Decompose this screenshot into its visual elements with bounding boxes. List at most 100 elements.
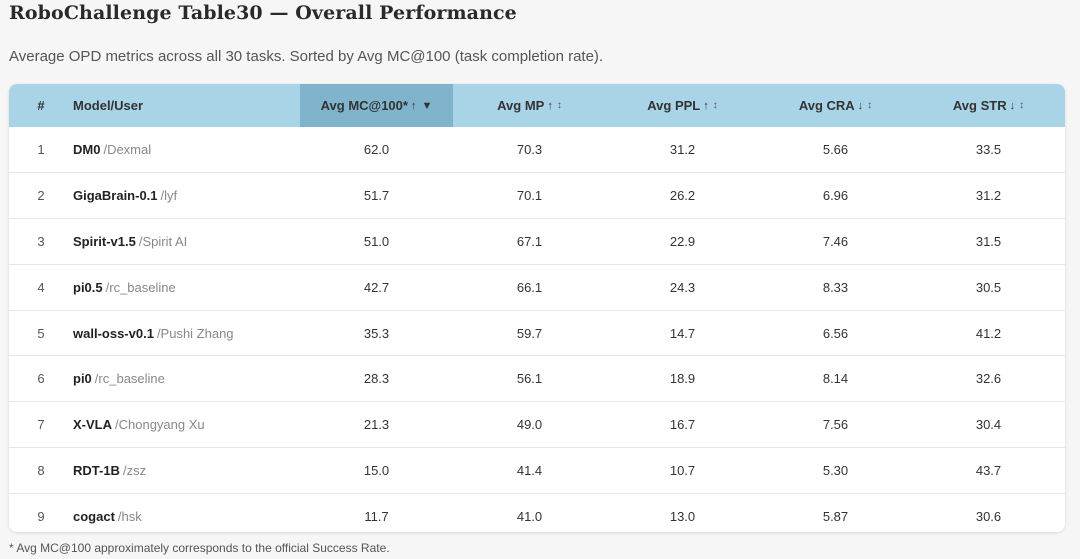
avg-cra-cell: 7.56 — [822, 417, 849, 433]
page-title: RoboChallenge Table30 — Overall Performa… — [9, 2, 517, 24]
header-model-label: Model/User — [73, 98, 144, 113]
header-avg-mp-label: Avg MP — [497, 98, 545, 113]
avg-mc100-cell: 51.7 — [363, 187, 390, 203]
model-cell: cogact /hsk — [73, 509, 300, 524]
sort-toggle-icon[interactable]: ↕ — [556, 100, 562, 111]
sort-toggle-icon[interactable]: ↕ — [712, 100, 718, 111]
table-header: # Model/User Avg MC@100* ↑ ▼ Avg MP ↑ ↕ … — [9, 84, 1065, 127]
header-rank-label: # — [37, 98, 45, 113]
rank-cell: 2 — [37, 187, 45, 203]
model-cell: pi0 /rc_baseline — [73, 371, 300, 386]
avg-str-cell: 31.2 — [975, 187, 1002, 203]
model-name: X-VLA — [73, 417, 112, 433]
avg-ppl-cell: 18.9 — [669, 371, 696, 387]
table-row: 3 Spirit-v1.5 /Spirit AI 51.0 67.1 22.9 … — [9, 219, 1065, 265]
higher-better-icon: ↑ — [703, 99, 709, 112]
model-name: wall-oss-v0.1 — [73, 325, 154, 341]
avg-mp-cell: 67.1 — [516, 233, 543, 249]
avg-cra-cell: 5.66 — [822, 141, 849, 157]
header-avg-ppl[interactable]: Avg PPL ↑ ↕ — [606, 84, 759, 127]
header-avg-mc100[interactable]: Avg MC@100* ↑ ▼ — [300, 84, 453, 127]
table-row: 8 RDT-1B /zsz 15.0 41.4 10.7 5.30 43.7 — [9, 448, 1065, 495]
model-user: /Pushi Zhang — [156, 325, 234, 341]
avg-mc100-cell: 15.0 — [363, 463, 390, 479]
avg-cra-cell: 6.96 — [822, 187, 849, 203]
avg-str-cell: 32.6 — [975, 371, 1002, 387]
table-row: 2 GigaBrain-0.1 /lyf 51.7 70.1 26.2 6.96… — [9, 173, 1065, 219]
rank-cell: 7 — [37, 417, 45, 433]
rank-cell: 1 — [37, 141, 45, 157]
model-user: /rc_baseline — [105, 279, 176, 295]
higher-better-icon: ↑ — [410, 99, 417, 112]
model-name: DM0 — [73, 141, 101, 157]
sort-descending-icon[interactable]: ▼ — [421, 99, 433, 112]
rank-cell: 6 — [37, 371, 45, 387]
model-cell: DM0 /Dexmal — [73, 142, 300, 157]
avg-ppl-cell: 24.3 — [669, 279, 696, 295]
header-avg-cra[interactable]: Avg CRA ↓ ↕ — [759, 84, 912, 127]
header-model: Model/User — [73, 84, 300, 127]
model-name: pi0.5 — [73, 279, 103, 295]
avg-ppl-cell: 13.0 — [669, 509, 696, 525]
avg-ppl-cell: 10.7 — [669, 463, 696, 479]
avg-mp-cell: 70.3 — [516, 141, 543, 157]
model-cell: X-VLA /Chongyang Xu — [73, 417, 300, 432]
table-body: 1 DM0 /Dexmal 62.0 70.3 31.2 5.66 33.5 2… — [9, 127, 1065, 532]
model-user: /Dexmal — [103, 141, 152, 157]
avg-ppl-cell: 22.9 — [669, 233, 696, 249]
model-cell: pi0.5 /rc_baseline — [73, 280, 300, 295]
model-user: /hsk — [117, 509, 142, 525]
table-row: 5 wall-oss-v0.1 /Pushi Zhang 35.3 59.7 1… — [9, 311, 1065, 357]
avg-ppl-cell: 16.7 — [669, 417, 696, 433]
avg-str-cell: 30.5 — [975, 279, 1002, 295]
avg-mc100-cell: 28.3 — [363, 371, 390, 387]
table-row: 1 DM0 /Dexmal 62.0 70.3 31.2 5.66 33.5 — [9, 127, 1065, 173]
avg-mp-cell: 49.0 — [516, 417, 543, 433]
table-row: 6 pi0 /rc_baseline 28.3 56.1 18.9 8.14 3… — [9, 356, 1065, 403]
model-cell: Spirit-v1.5 /Spirit AI — [73, 234, 300, 249]
avg-mp-cell: 41.0 — [516, 509, 543, 525]
avg-ppl-cell: 14.7 — [669, 325, 696, 341]
model-cell: GigaBrain-0.1 /lyf — [73, 188, 300, 203]
model-name: GigaBrain-0.1 — [73, 187, 158, 203]
model-user: /zsz — [122, 463, 147, 479]
header-avg-mc100-label: Avg MC@100* — [320, 98, 408, 113]
sort-toggle-icon[interactable]: ↕ — [1019, 100, 1025, 111]
avg-str-cell: 43.7 — [975, 463, 1002, 479]
avg-cra-cell: 8.14 — [822, 371, 849, 387]
avg-cra-cell: 8.33 — [822, 279, 849, 295]
table-row: 4 pi0.5 /rc_baseline 42.7 66.1 24.3 8.33… — [9, 265, 1065, 311]
header-avg-mp[interactable]: Avg MP ↑ ↕ — [453, 84, 606, 127]
avg-mc100-cell: 21.3 — [363, 417, 390, 433]
header-avg-ppl-label: Avg PPL — [647, 98, 701, 113]
avg-str-cell: 31.5 — [975, 233, 1002, 249]
avg-str-cell: 41.2 — [975, 325, 1002, 341]
avg-mp-cell: 59.7 — [516, 325, 543, 341]
rank-cell: 5 — [37, 325, 45, 341]
avg-mc100-cell: 62.0 — [363, 141, 390, 157]
model-user: /rc_baseline — [94, 371, 165, 387]
header-rank: # — [9, 84, 73, 127]
model-cell: RDT-1B /zsz — [73, 463, 300, 478]
avg-mc100-cell: 11.7 — [364, 509, 389, 525]
header-avg-str[interactable]: Avg STR ↓ ↕ — [912, 84, 1065, 127]
avg-mc100-cell: 42.7 — [363, 279, 390, 295]
model-cell: wall-oss-v0.1 /Pushi Zhang — [73, 326, 300, 341]
leaderboard-table: # Model/User Avg MC@100* ↑ ▼ Avg MP ↑ ↕ … — [9, 84, 1065, 532]
avg-cra-cell: 5.87 — [822, 509, 849, 525]
avg-mc100-cell: 51.0 — [363, 233, 390, 249]
avg-ppl-cell: 31.2 — [669, 141, 696, 157]
avg-mc100-cell: 35.3 — [363, 325, 390, 341]
sort-toggle-icon[interactable]: ↕ — [867, 100, 873, 111]
table-row: 9 cogact /hsk 11.7 41.0 13.0 5.87 30.6 — [9, 494, 1065, 532]
page-subtitle: Average OPD metrics across all 30 tasks.… — [9, 48, 604, 65]
avg-mp-cell: 41.4 — [516, 463, 543, 479]
header-avg-str-label: Avg STR — [952, 98, 1007, 113]
model-name: Spirit-v1.5 — [73, 233, 136, 249]
avg-cra-cell: 5.30 — [822, 463, 849, 479]
model-name: cogact — [73, 509, 115, 525]
model-name: pi0 — [73, 371, 92, 387]
lower-better-icon: ↓ — [1009, 99, 1016, 112]
footnote: * Avg MC@100 approximately corresponds t… — [9, 541, 390, 555]
